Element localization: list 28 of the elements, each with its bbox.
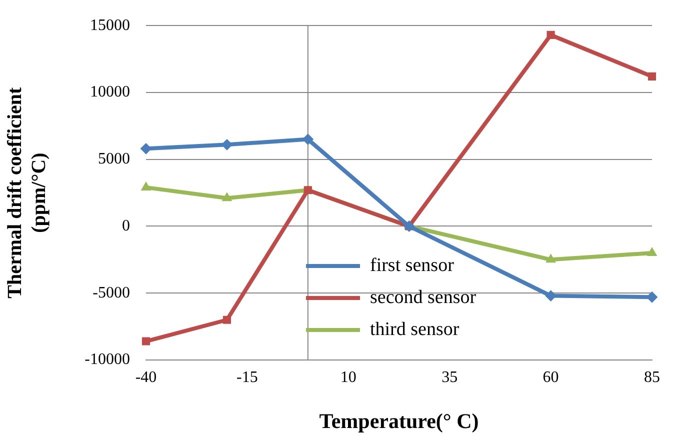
x-axis-title: Temperature(° C) xyxy=(319,408,479,433)
x-tick-label: 35 xyxy=(442,368,458,386)
y-tick-label: -10000 xyxy=(84,351,130,368)
legend-label: first sensor xyxy=(370,255,454,277)
point xyxy=(141,182,151,190)
x-tick-label: -40 xyxy=(135,368,157,386)
x-tick-label: 60 xyxy=(542,368,559,386)
legend-label: second sensor xyxy=(370,287,476,309)
y-tick-label: 10000 xyxy=(90,84,130,101)
x-tick-label: -15 xyxy=(236,368,258,386)
y-tick-label: 5000 xyxy=(98,150,130,168)
point xyxy=(546,254,556,263)
point xyxy=(646,292,658,303)
point xyxy=(648,72,656,80)
point xyxy=(545,290,556,302)
y-axis-title: Thermal drift coefficient (ppm/°C) xyxy=(4,86,50,298)
point xyxy=(647,247,657,256)
point xyxy=(222,316,231,324)
legend-label: third sensor xyxy=(370,319,460,341)
y-tick-label: -5000 xyxy=(92,284,130,302)
y-tick-label: 0 xyxy=(122,217,130,234)
point xyxy=(222,192,232,202)
x-tick-label: 85 xyxy=(644,368,660,386)
x-tick-label: 10 xyxy=(340,368,356,386)
y-tick-label: 15000 xyxy=(90,16,130,34)
point xyxy=(140,143,152,154)
point xyxy=(546,30,555,39)
point xyxy=(142,337,150,346)
